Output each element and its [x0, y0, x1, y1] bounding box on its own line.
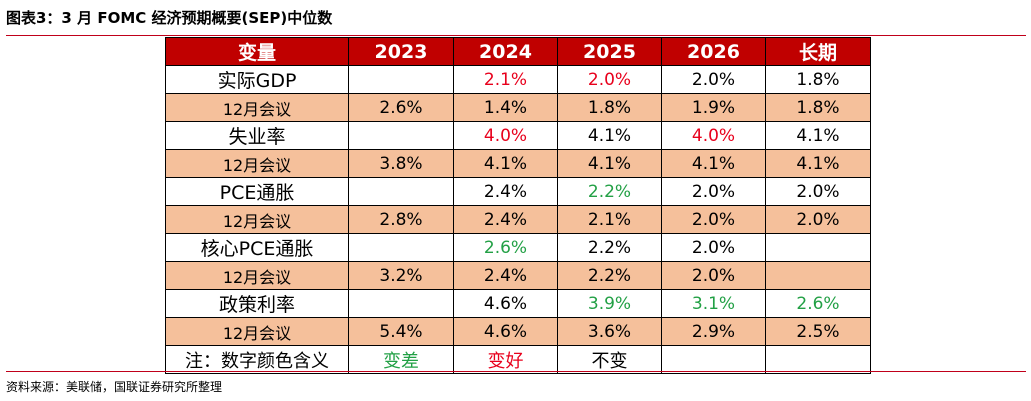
row-label: 失业率 [165, 121, 349, 150]
value-cell: 4.1% [557, 121, 662, 150]
row-label: 12月会议 [165, 261, 349, 290]
value-cell: 2.0% [661, 65, 766, 94]
header-row: 变量 2023 2024 2025 2026 长期 [165, 37, 871, 66]
value-cell: 4.0% [661, 121, 766, 150]
value-cell: 4.1% [765, 149, 871, 178]
table-row-prior-meeting: 12月会议 2.8% 2.4% 2.1% 2.0% 2.0% [165, 205, 871, 234]
value-cell [765, 233, 871, 262]
value-cell: 2.0% [765, 205, 871, 234]
value-cell: 1.9% [661, 93, 766, 122]
value-cell: 2.0% [765, 177, 871, 206]
table-row-variable: 核心PCE通胀 2.6% 2.2% 2.0% [165, 233, 871, 262]
value-cell: 4.6% [453, 289, 558, 318]
value-cell: 4.1% [453, 149, 558, 178]
value-cell: 2.0% [661, 205, 766, 234]
row-label: PCE通胀 [165, 177, 349, 206]
header-cell-variable: 变量 [165, 37, 349, 66]
value-cell: 2.9% [661, 317, 766, 346]
value-cell: 4.1% [661, 149, 766, 178]
value-cell [348, 65, 454, 94]
header-cell-2025: 2025 [557, 37, 662, 66]
sep-table: 变量 2023 2024 2025 2026 长期 实际GDP 2.1% 2.0% 2… [165, 37, 871, 374]
table-row-variable: PCE通胀 2.4% 2.2% 2.0% 2.0% [165, 177, 871, 206]
table-row-prior-meeting: 12月会议 3.8% 4.1% 4.1% 4.1% 4.1% [165, 149, 871, 178]
legend-item [765, 345, 871, 374]
row-label: 12月会议 [165, 149, 349, 178]
row-label: 12月会议 [165, 317, 349, 346]
legend-row: 注：数字颜色含义 变差 变好 不变 [165, 345, 871, 374]
value-cell: 2.0% [661, 233, 766, 262]
row-label: 核心PCE通胀 [165, 233, 349, 262]
value-cell: 1.8% [765, 93, 871, 122]
value-cell: 4.0% [453, 121, 558, 150]
value-cell [348, 289, 454, 318]
value-cell: 2.4% [453, 205, 558, 234]
value-cell [348, 233, 454, 262]
header-cell-2024: 2024 [453, 37, 558, 66]
row-label: 实际GDP [165, 65, 349, 94]
value-cell: 2.4% [453, 261, 558, 290]
value-cell: 3.9% [557, 289, 662, 318]
value-cell [348, 177, 454, 206]
value-cell: 1.8% [765, 65, 871, 94]
table-row-variable: 失业率 4.0% 4.1% 4.0% 4.1% [165, 121, 871, 150]
value-cell: 2.0% [557, 65, 662, 94]
value-cell: 2.2% [557, 261, 662, 290]
header-cell-2026: 2026 [661, 37, 766, 66]
table-row-variable: 实际GDP 2.1% 2.0% 2.0% 1.8% [165, 65, 871, 94]
row-label: 12月会议 [165, 205, 349, 234]
figure-title-text: 图表3：3 月 FOMC 经济预期概要(SEP)中位数 [6, 9, 333, 27]
value-cell: 2.4% [453, 177, 558, 206]
source-note: 资料来源：美联储，国联证券研究所整理 [6, 371, 1026, 395]
value-cell: 5.4% [348, 317, 454, 346]
title-divider [6, 35, 1026, 36]
value-cell: 2.6% [348, 93, 454, 122]
header-cell-long-run: 长期 [765, 37, 871, 66]
value-cell: 2.1% [557, 205, 662, 234]
value-cell [348, 121, 454, 150]
value-cell: 2.8% [348, 205, 454, 234]
value-cell: 4.6% [453, 317, 558, 346]
value-cell: 1.8% [557, 93, 662, 122]
table-row-prior-meeting: 12月会议 3.2% 2.4% 2.2% 2.0% [165, 261, 871, 290]
row-label: 政策利率 [165, 289, 349, 318]
legend-label: 注：数字颜色含义 [165, 345, 349, 374]
row-label: 12月会议 [165, 93, 349, 122]
table-body: 实际GDP 2.1% 2.0% 2.0% 1.8% 12月会议 2.6% 1.4% 1.8% 1.… [165, 65, 871, 374]
legend-item: 不变 [557, 345, 662, 374]
table-row-variable: 政策利率 4.6% 3.9% 3.1% 2.6% [165, 289, 871, 318]
legend-item: 变差 [348, 345, 454, 374]
value-cell: 2.6% [453, 233, 558, 262]
figure-title: 图表3：3 月 FOMC 经济预期概要(SEP)中位数 [6, 7, 1026, 36]
value-cell: 2.1% [453, 65, 558, 94]
value-cell: 1.4% [453, 93, 558, 122]
table-row-prior-meeting: 12月会议 2.6% 1.4% 1.8% 1.9% 1.8% [165, 93, 871, 122]
value-cell: 2.5% [765, 317, 871, 346]
value-cell: 3.8% [348, 149, 454, 178]
value-cell [765, 261, 871, 290]
value-cell: 3.1% [661, 289, 766, 318]
value-cell: 2.0% [661, 177, 766, 206]
table-row-prior-meeting: 12月会议 5.4% 4.6% 3.6% 2.9% 2.5% [165, 317, 871, 346]
value-cell: 3.6% [557, 317, 662, 346]
legend-item: 变好 [453, 345, 558, 374]
value-cell: 4.1% [557, 149, 662, 178]
legend-item [661, 345, 766, 374]
value-cell: 2.6% [765, 289, 871, 318]
header-cell-2023: 2023 [348, 37, 454, 66]
source-text: 资料来源：美联储，国联证券研究所整理 [6, 380, 223, 394]
value-cell: 3.2% [348, 261, 454, 290]
value-cell: 2.2% [557, 233, 662, 262]
value-cell: 2.2% [557, 177, 662, 206]
value-cell: 4.1% [765, 121, 871, 150]
value-cell: 2.0% [661, 261, 766, 290]
